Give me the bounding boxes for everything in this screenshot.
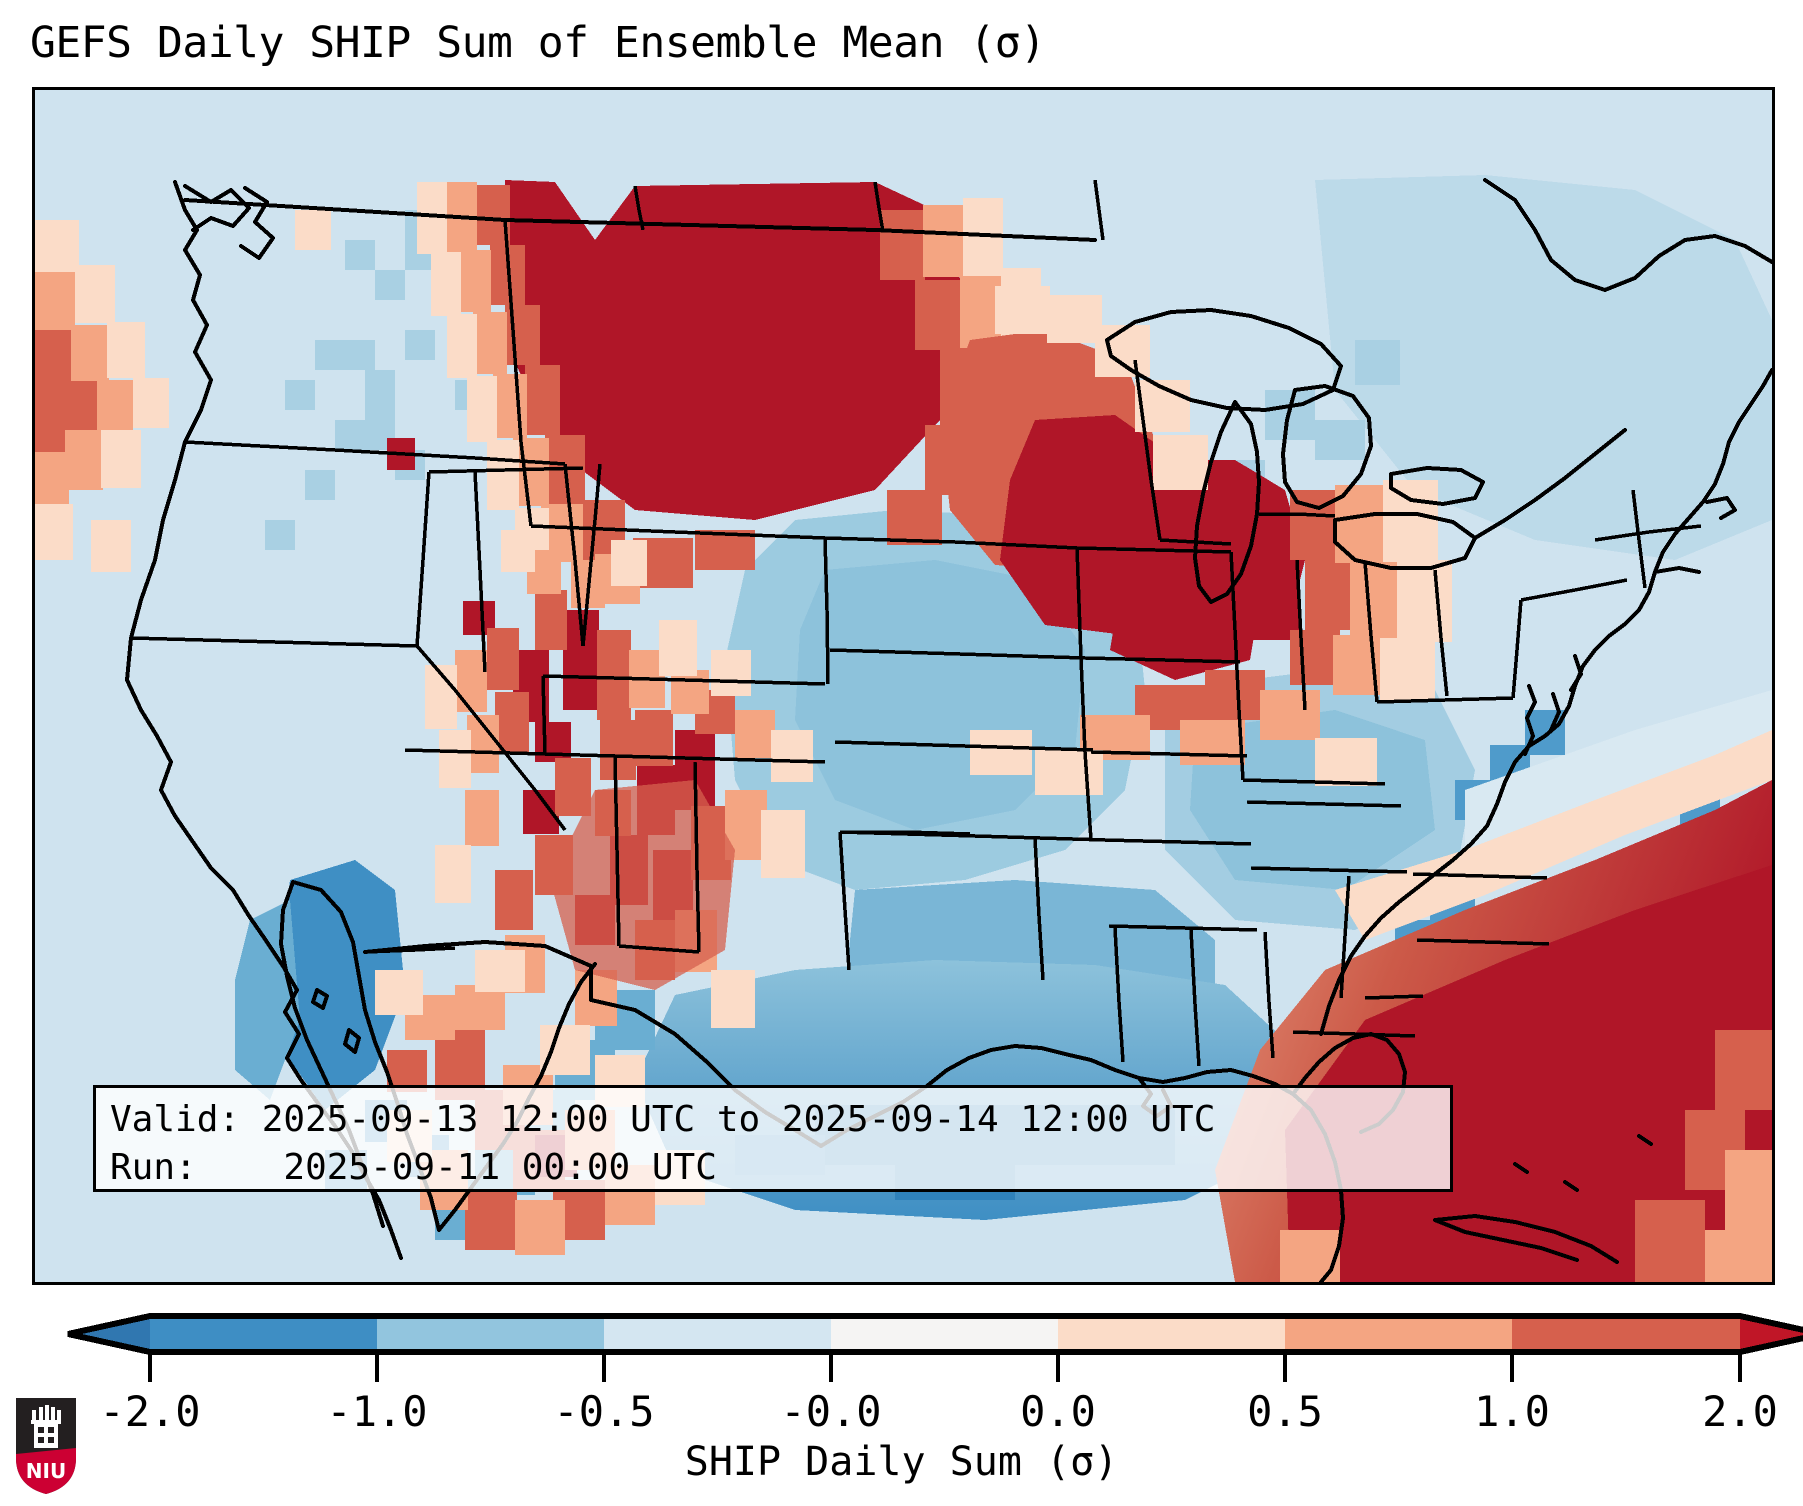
colorbar-extend-max-arrow	[1740, 1316, 1803, 1352]
niu-shield-logo: NIU	[16, 1398, 76, 1494]
colorbar-band-7	[1512, 1316, 1740, 1352]
page-title: GEFS Daily SHIP Sum of Ensemble Mean (σ)	[30, 18, 1046, 68]
colorbar[interactable]: -2.0 -1.0 -0.5 -0.0 0.0 0.5 1.0 2.0	[0, 1300, 1803, 1440]
valid-time-line: Valid: 2025-09-13 12:00 UTC to 2025-09-1…	[110, 1099, 1216, 1140]
colorbar-tick-label: -2.0	[99, 1387, 200, 1436]
colorbar-tick-label: -0.0	[780, 1387, 881, 1436]
run-time-line: Run: 2025-09-11 00:00 UTC	[110, 1147, 717, 1188]
colorbar-band-3	[604, 1316, 831, 1352]
colorbar-bands	[150, 1316, 1740, 1352]
colorbar-region[interactable]: -2.0 -1.0 -0.5 -0.0 0.0 0.5 1.0 2.0 SHIP…	[0, 1300, 1803, 1506]
annotation-textbox: Valid: 2025-09-13 12:00 UTC to 2025-09-1…	[93, 1085, 1453, 1192]
colorbar-band-6	[1285, 1316, 1512, 1352]
colorbar-tick-label: -1.0	[326, 1387, 427, 1436]
colorbar-extend-min-arrow	[68, 1316, 150, 1352]
colorbar-band-5	[1058, 1316, 1285, 1352]
colorbar-tick-label: 0.5	[1247, 1387, 1323, 1436]
colorbar-tick-label: -0.5	[553, 1387, 654, 1436]
colorbar-band-1	[150, 1316, 377, 1352]
colorbar-tick-label: 2.0	[1702, 1387, 1778, 1436]
map-panel[interactable]: Valid: 2025-09-13 12:00 UTC to 2025-09-1…	[32, 87, 1775, 1285]
colorbar-band-2	[377, 1316, 604, 1352]
colorbar-band-4	[831, 1316, 1058, 1352]
niu-logo-text: NIU	[26, 1459, 66, 1483]
colorbar-tick-labels: -2.0 -1.0 -0.5 -0.0 0.0 0.5 1.0 2.0	[99, 1387, 1778, 1436]
colorbar-axis-label: SHIP Daily Sum (σ)	[684, 1439, 1119, 1485]
colorbar-tick-label: 0.0	[1020, 1387, 1096, 1436]
colorbar-tick-label: 1.0	[1474, 1387, 1550, 1436]
colorbar-ticks	[148, 1352, 1742, 1382]
